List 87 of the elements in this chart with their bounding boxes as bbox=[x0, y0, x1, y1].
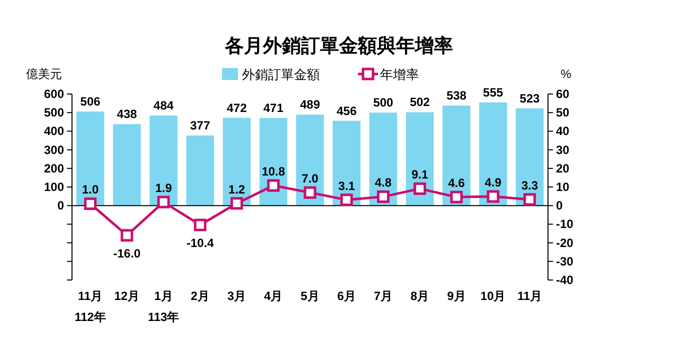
x-tick-label: 11月 112年 bbox=[74, 289, 106, 324]
data-label: 4.8 bbox=[374, 176, 392, 190]
point bbox=[194, 218, 206, 232]
data-label: 523 bbox=[520, 91, 540, 106]
y2-tick-label: 20 bbox=[556, 161, 570, 176]
data-label: 1.0 bbox=[82, 182, 99, 197]
data-label: 538 bbox=[446, 88, 467, 103]
bar bbox=[479, 102, 507, 206]
x-tick-label: 10月 bbox=[480, 289, 506, 303]
point bbox=[450, 190, 463, 204]
data-label: 438 bbox=[116, 107, 138, 122]
y2-tick-label: -30 bbox=[556, 254, 574, 268]
data-label: 4.9 bbox=[484, 175, 502, 190]
chart-title: 各月外銷訂單金額與年增率 bbox=[224, 35, 453, 57]
data-label: 472 bbox=[226, 100, 248, 115]
y2-tick-label: 50 bbox=[556, 106, 570, 120]
data-label: 484 bbox=[154, 98, 174, 113]
y-tick-label: 0 bbox=[57, 198, 64, 213]
y-tick-label: 500 bbox=[44, 106, 64, 120]
bar bbox=[369, 112, 398, 206]
legend-label: 年增率 bbox=[380, 67, 419, 82]
bar bbox=[113, 124, 141, 206]
data-label: -10.4 bbox=[186, 236, 214, 250]
bar bbox=[406, 112, 434, 206]
x-tick-label: 4月 bbox=[264, 289, 283, 303]
point bbox=[267, 179, 280, 192]
data-label: -16.0 bbox=[113, 246, 141, 260]
x-tick-label: 12月 bbox=[114, 289, 140, 303]
data-label: 1.9 bbox=[155, 181, 172, 196]
x-tick-label: 1月 113年 bbox=[148, 289, 180, 324]
data-label: 471 bbox=[263, 100, 284, 115]
point bbox=[304, 186, 316, 199]
data-label: 555 bbox=[483, 85, 504, 100]
point bbox=[376, 190, 390, 203]
data-label: 3.3 bbox=[521, 178, 538, 192]
bar bbox=[259, 118, 288, 206]
x-tick-label: 3月 bbox=[227, 289, 246, 303]
data-label: 7.0 bbox=[302, 172, 319, 186]
y-tick-label: 600 bbox=[44, 87, 64, 101]
bar bbox=[516, 108, 544, 206]
data-label: 506 bbox=[80, 94, 101, 108]
x-tick-label: 2月 bbox=[190, 289, 210, 303]
data-label: 4.6 bbox=[448, 176, 466, 190]
data-label: 456 bbox=[336, 104, 357, 118]
data-label: 9.1 bbox=[412, 168, 429, 182]
point bbox=[230, 197, 244, 210]
data-label: 10.8 bbox=[262, 164, 286, 179]
bar bbox=[76, 111, 104, 206]
point bbox=[414, 182, 426, 195]
data-label: 1.2 bbox=[228, 182, 246, 196]
point bbox=[340, 194, 353, 206]
point bbox=[84, 197, 97, 210]
bar bbox=[296, 114, 324, 206]
data-label: 3.1 bbox=[338, 178, 356, 193]
y-tick-label: 100 bbox=[44, 180, 64, 194]
y2-tick-label: 40 bbox=[556, 124, 570, 138]
y-tick-label: 200 bbox=[44, 161, 64, 176]
point bbox=[523, 193, 536, 206]
y2-tick-label: 30 bbox=[556, 142, 570, 157]
y-axis-title: 億美元 bbox=[26, 67, 62, 81]
bar bbox=[150, 116, 178, 206]
data-label: 502 bbox=[410, 95, 430, 110]
x-tick-label: 9月 bbox=[447, 289, 466, 303]
bar bbox=[222, 118, 251, 206]
y2-tick-label: 60 bbox=[556, 87, 570, 101]
point bbox=[486, 190, 500, 203]
legend-label: 外銷訂單金額 bbox=[242, 67, 320, 82]
point bbox=[157, 196, 170, 208]
y2-tick-label: -10 bbox=[556, 217, 574, 232]
bar bbox=[442, 106, 470, 206]
data-label: 500 bbox=[373, 96, 394, 110]
data-label: 489 bbox=[300, 98, 320, 112]
y2-axis-title: % bbox=[560, 67, 572, 81]
y-tick-label: 400 bbox=[44, 124, 64, 138]
x-tick-label: 6月 bbox=[337, 289, 356, 303]
point bbox=[120, 229, 134, 242]
x-tick-label: 7月 bbox=[374, 289, 393, 303]
x-tick-label: 11月 bbox=[517, 289, 542, 303]
y2-tick-label: -40 bbox=[556, 273, 574, 287]
y2-tick-label: 10 bbox=[556, 180, 570, 194]
y2-tick-label: 0 bbox=[556, 198, 563, 213]
y2-tick-label: -20 bbox=[556, 236, 574, 250]
bar bbox=[186, 135, 214, 206]
y-tick-label: 300 bbox=[44, 142, 64, 157]
x-tick-label: 8月 bbox=[410, 289, 430, 303]
data-label: 377 bbox=[190, 118, 210, 132]
x-tick-label: 5月 bbox=[300, 289, 320, 303]
